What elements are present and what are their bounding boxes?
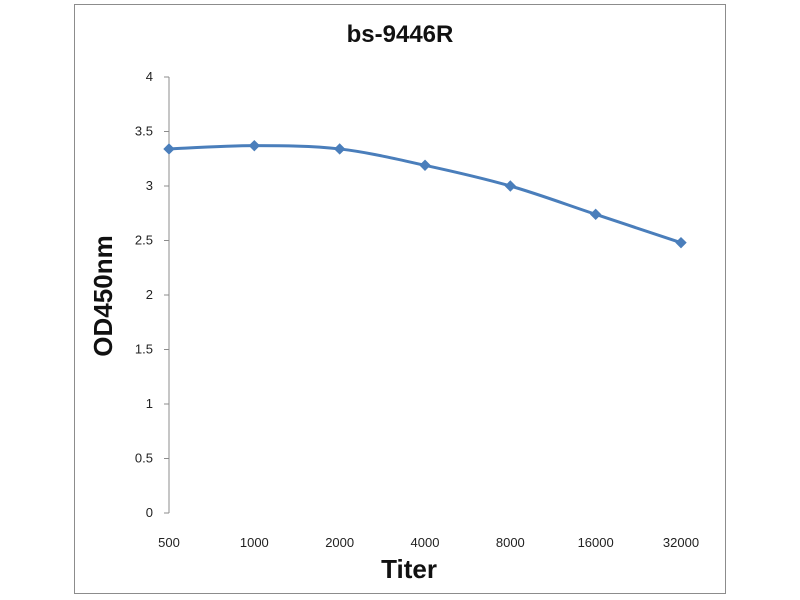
y-tick-label: 1 — [146, 396, 153, 411]
x-tick-label: 32000 — [663, 535, 699, 550]
y-tick-label: 4 — [146, 69, 153, 84]
data-point-marker — [504, 180, 517, 192]
x-tick-labels: 500 1000 2000 4000 8000 16000 32000 — [158, 535, 699, 550]
x-tick-label: 16000 — [578, 535, 614, 550]
y-tick-label: 1.5 — [135, 342, 153, 357]
y-tick-label: 3 — [146, 178, 153, 193]
data-point-marker — [248, 139, 261, 152]
y-tick-label: 2.5 — [135, 233, 153, 248]
chart-frame — [74, 4, 726, 594]
x-axis-title: Titer — [381, 554, 437, 584]
y-tick-labels: 0 0.5 1 1.5 2 2.5 3 3.5 4 — [135, 69, 169, 520]
data-point-marker — [589, 208, 602, 221]
data-point-marker — [163, 143, 175, 155]
y-tick-label: 0 — [146, 505, 153, 520]
y-axis-title: OD450nm — [88, 235, 118, 356]
data-point-marker — [419, 159, 431, 171]
x-tick-label: 8000 — [496, 535, 525, 550]
chart-title: bs-9446R — [347, 21, 454, 48]
x-tick-label: 2000 — [325, 535, 354, 550]
data-point-marker — [675, 236, 687, 249]
data-point-marker — [333, 143, 346, 155]
y-tick-label: 2 — [146, 287, 153, 302]
x-tick-label: 1000 — [240, 535, 269, 550]
series-layer — [163, 139, 687, 249]
y-tick-label: 0.5 — [135, 451, 153, 466]
x-tick-label: 500 — [158, 535, 180, 550]
y-tick-label: 3.5 — [135, 124, 153, 139]
x-tick-label: 4000 — [411, 535, 440, 550]
